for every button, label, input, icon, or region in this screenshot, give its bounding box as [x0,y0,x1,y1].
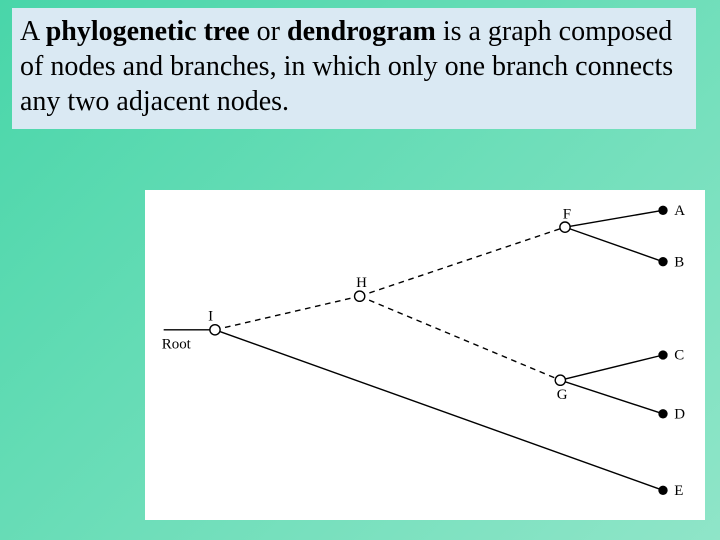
node-D [658,409,667,418]
node-A [658,206,667,215]
tree-diagram: Root I H F G A B C D E [145,190,705,520]
node-G [555,375,565,385]
label-B: B [674,254,684,270]
label-A: A [674,203,685,219]
node-F [560,222,570,232]
def-term2: dendrogram [287,16,436,47]
root-label: Root [162,336,192,352]
label-C: C [674,348,684,364]
edge-I-E [215,330,663,491]
edge-H-G [360,296,561,380]
tree-svg: Root I H F G A B C D E [145,190,705,520]
node-I [210,325,220,335]
node-B [658,257,667,266]
edge-I-H [215,296,360,330]
label-E: E [674,483,683,499]
edge-G-C [560,355,663,380]
label-H: H [356,275,367,291]
node-H [355,291,365,301]
node-C [658,350,667,359]
edge-F-A [565,210,663,227]
definition-text-box: A phylogenetic tree or dendrogram is a g… [12,8,696,129]
edge-H-F [360,227,565,296]
def-mid1: or [250,16,287,47]
label-D: D [674,406,685,422]
slide: A phylogenetic tree or dendrogram is a g… [0,0,720,540]
label-F: F [563,207,571,223]
label-G: G [557,387,568,403]
node-E [658,486,667,495]
def-term1: phylogenetic tree [46,16,250,47]
edge-F-B [565,227,663,262]
label-I: I [208,308,213,324]
edge-G-D [560,380,663,414]
def-pre1: A [20,16,46,47]
